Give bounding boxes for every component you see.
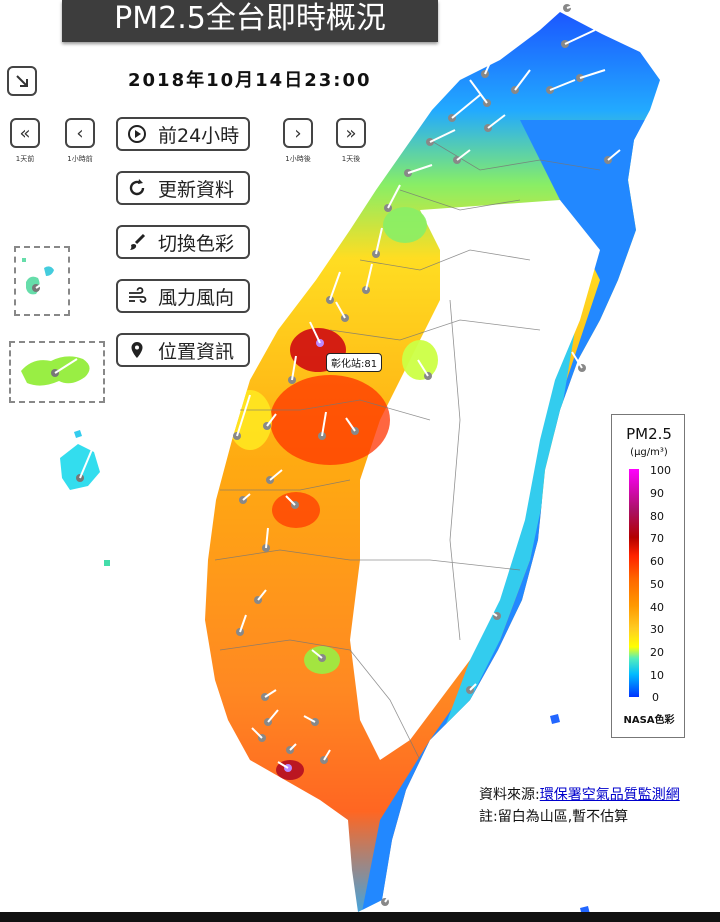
expand-button[interactable]: [7, 66, 37, 96]
legend-title: PM2.5: [626, 425, 672, 443]
switch-color-button[interactable]: 切換色彩: [116, 225, 250, 259]
refresh-icon: [126, 177, 148, 199]
datetime-label: 2018年10月14日23:00: [128, 70, 372, 91]
play-circle-icon: [126, 123, 148, 145]
legend-unit: (μg/m³): [630, 447, 668, 458]
wind-icon: [126, 285, 148, 307]
arrow-down-right-icon: [16, 75, 28, 87]
mountain-note: 註:留白為山區,暫不估算: [479, 809, 629, 825]
legend-tick: 10: [650, 669, 664, 682]
next-hour-button[interactable]: ›: [283, 118, 313, 148]
wind-label: 風力風向: [158, 286, 235, 309]
play-24h-button[interactable]: 前24小時: [116, 117, 250, 151]
location-button[interactable]: 位置資訊: [116, 333, 250, 367]
next-hour-caption: 1小時後: [285, 155, 311, 163]
chevron-left-icon: ‹: [76, 122, 84, 144]
penghu-islands: [60, 430, 110, 566]
legend-caption: NASA色彩: [623, 715, 675, 726]
legend-tick: 0: [652, 691, 659, 704]
paintbrush-icon: [126, 231, 148, 253]
legend-tick: 40: [650, 601, 664, 614]
location-label: 位置資訊: [158, 340, 235, 363]
chevron-right-icon: ›: [294, 122, 302, 144]
legend-tick: 30: [650, 623, 664, 636]
prev-hour-caption: 1小時前: [67, 155, 93, 163]
legend-tick: 20: [650, 646, 664, 659]
map-pin-icon: [126, 339, 148, 361]
prev-day-caption: 1天前: [15, 155, 35, 163]
page-title: PM2.5全台即時概況: [62, 0, 438, 42]
data-source: 資料來源:環保署空氣品質監測網: [479, 784, 680, 804]
matsu-inset: [14, 246, 70, 316]
kinmen-inset: [9, 341, 105, 403]
prev-hour-button[interactable]: ‹: [65, 118, 95, 148]
double-chevron-right-icon: »: [345, 122, 357, 144]
legend-tick: 90: [650, 487, 664, 500]
source-prefix: 資料來源:: [479, 787, 540, 803]
pm25-legend: PM2.5 (μg/m³) 100 90 80 70 60 50 40 30 2…: [611, 414, 685, 738]
legend-tick: 60: [650, 555, 664, 568]
wind-button[interactable]: 風力風向: [116, 279, 250, 313]
refresh-button[interactable]: 更新資料: [116, 171, 250, 205]
refresh-label: 更新資料: [158, 178, 235, 201]
play-24h-label: 前24小時: [158, 124, 240, 147]
legend-tick: 50: [650, 578, 664, 591]
bottom-bar: [0, 912, 720, 922]
prev-day-button[interactable]: «: [10, 118, 40, 148]
double-chevron-left-icon: «: [19, 122, 31, 144]
legend-tick: 80: [650, 510, 664, 523]
next-day-caption: 1天後: [341, 155, 361, 163]
station-tooltip: 彰化站:81: [326, 353, 383, 372]
source-link[interactable]: 環保署空氣品質監測網: [539, 787, 680, 803]
switch-color-label: 切換色彩: [158, 232, 235, 255]
next-day-button[interactable]: »: [336, 118, 366, 148]
legend-color-bar: [629, 469, 639, 697]
legend-tick: 100: [650, 464, 671, 477]
legend-tick: 70: [650, 532, 664, 545]
